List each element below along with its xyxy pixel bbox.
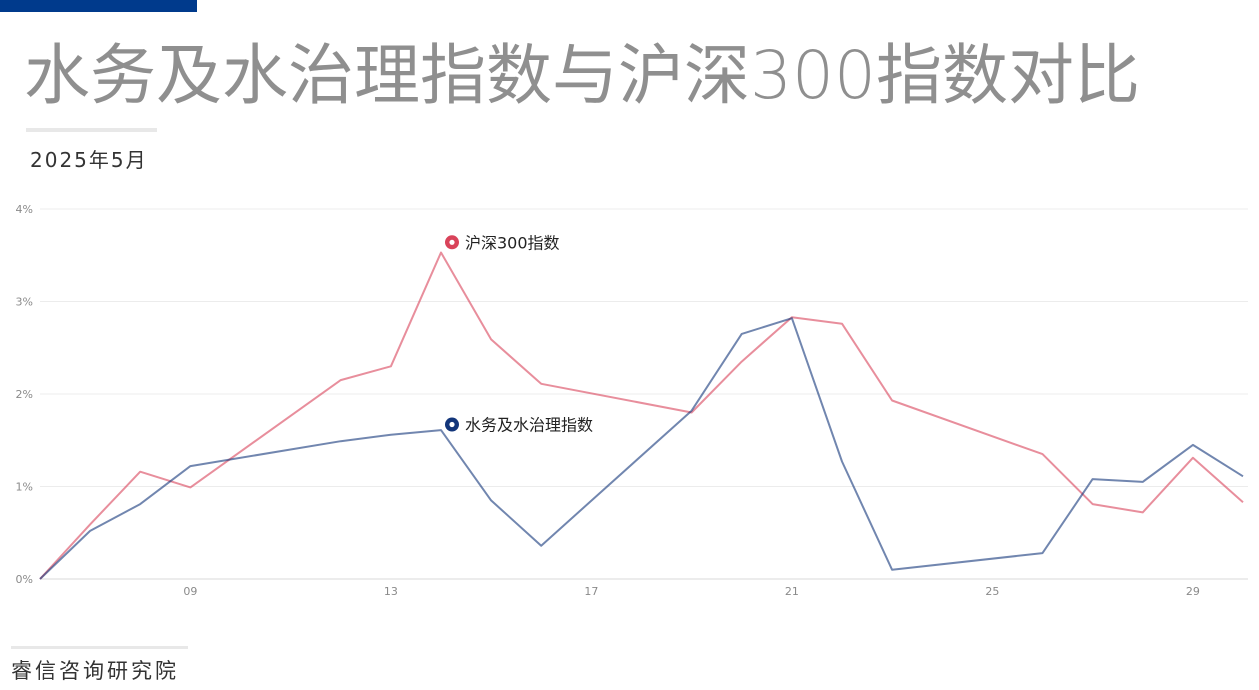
chart-subtitle: 2025年5月 [30,148,148,172]
series-line-1 [39,317,1244,580]
series-line-0 [39,251,1244,580]
y-tick-label: 3% [16,296,33,309]
x-tick-label: 25 [985,585,999,595]
footer-divider [11,646,188,649]
title-divider [26,128,157,132]
legend-marker-center [449,239,455,245]
y-tick-label: 0% [16,573,33,586]
x-tick-label: 17 [584,585,598,595]
x-tick-label: 29 [1186,585,1200,595]
legend-marker-center [449,421,455,428]
y-tick-label: 1% [16,481,33,494]
legend-label: 水务及水治理指数 [465,416,593,435]
x-axis-labels: 09 13 17 21 25 29 [183,585,1199,595]
y-tick-label: 4% [16,203,33,216]
x-tick-label: 13 [384,585,398,595]
y-axis-labels: 0% 1% 2% 3% 4% [16,203,33,586]
grid-lines [40,208,1248,580]
series-lines [39,251,1244,580]
legend-label: 沪深300指数 [465,233,560,252]
y-tick-label: 2% [16,388,33,401]
x-tick-label: 21 [785,585,799,595]
x-tick-label: 09 [183,585,197,595]
legend-item-0: 沪深300指数 [444,233,560,252]
accent-bar [0,0,197,12]
legend-item-1: 水务及水治理指数 [444,416,593,435]
source-label: 睿信咨询研究院 [11,659,179,683]
chart-title: 水务及水治理指数与沪深300指数对比 [24,37,1140,114]
